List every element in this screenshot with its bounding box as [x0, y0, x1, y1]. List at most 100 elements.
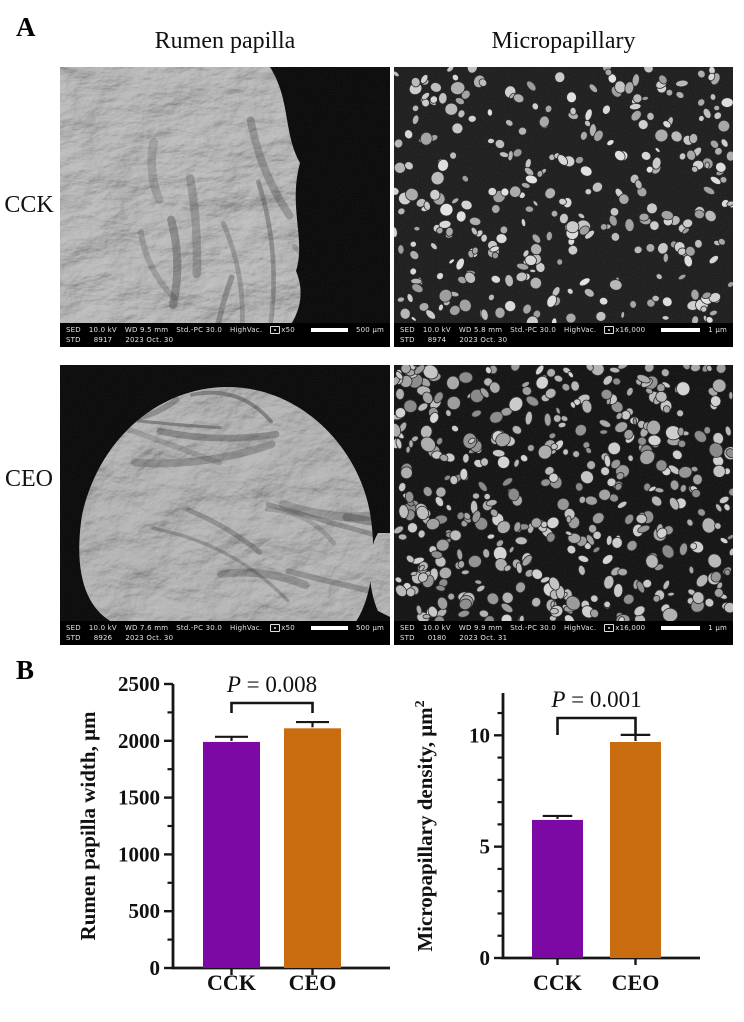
vacuum-label: HighVac. [229, 624, 263, 632]
detector-label: SED [400, 326, 415, 334]
bar-ceo [610, 741, 661, 958]
frame-number: 8974 [427, 336, 447, 344]
scale-bar [310, 626, 348, 630]
voltage-label: 10.0 kV [422, 326, 451, 334]
panel-b-label: B [16, 655, 35, 685]
frame-number: 8926 [93, 634, 113, 642]
scale-bar [661, 328, 701, 332]
camera-icon [270, 326, 281, 334]
y-axis-tick-label: 0 [150, 956, 161, 980]
significance-bracket [230, 701, 314, 713]
working-distance-label: WD 9.9 mm [458, 624, 503, 632]
sem-metadata-line1: SED 10.0 kV WD 7.6 mm Std.-PC 30.0 HighV… [66, 623, 384, 633]
sem-micrograph-art [60, 365, 390, 621]
working-distance-label: WD 9.5 mm [124, 326, 169, 334]
sem-metadata-line2: STD 8926 2023 Oct. 30 [66, 633, 384, 643]
working-distance-label: WD 5.8 mm [458, 326, 503, 334]
sem-grain-overlay [60, 67, 390, 323]
sem-metadata-bar: SED 10.0 kV WD 9.9 mm Std.-PC 30.0 HighV… [394, 621, 733, 645]
std-pc-label: Std.-PC 30.0 [510, 624, 556, 632]
voltage-label: 10.0 kV [422, 624, 451, 632]
p-value-label: P = 0.008 [226, 672, 317, 697]
scale-bar [661, 626, 701, 630]
y-axis-tick-label: 2500 [118, 672, 160, 696]
y-axis-tick-label: 1000 [118, 842, 160, 866]
std-pc-label: Std.-PC 30.0 [176, 624, 222, 632]
capture-date: 2023 Oct. 30 [459, 336, 508, 344]
column-header-rumen-papilla: Rumen papilla [154, 28, 296, 54]
y-axis-tick-label: 1500 [118, 786, 160, 810]
std-pc-label: Std.-PC 30.0 [176, 326, 222, 334]
sem-metadata-bar: SED 10.0 kV WD 5.8 mm Std.-PC 30.0 HighV… [394, 323, 733, 347]
column-header-micropapillary: Micropapillary [491, 28, 636, 54]
sem-metadata-line1: SED 10.0 kV WD 5.8 mm Std.-PC 30.0 HighV… [400, 325, 727, 335]
sem-image-ceo-rumen-papilla: SED 10.0 kV WD 7.6 mm Std.-PC 30.0 HighV… [60, 365, 390, 645]
frame-number: 0180 [427, 634, 447, 642]
vacuum-label: HighVac. [229, 326, 263, 334]
sem-micrograph-art [394, 67, 733, 323]
camera-icon [270, 624, 281, 632]
scale-bar-label: 1 μm [708, 326, 727, 334]
panel-a-label: A [16, 12, 36, 42]
scale-bar [310, 328, 348, 332]
scale-bar-label: 500 μm [355, 624, 384, 632]
bar-ceo [284, 728, 341, 968]
frame-number: 8917 [93, 336, 113, 344]
scale-bar-label: 1 μm [708, 624, 727, 632]
sem-micrograph-art [60, 67, 390, 323]
y-axis-tick-label: 10 [469, 723, 490, 747]
detector-label: SED [66, 326, 81, 334]
detector-label: SED [400, 624, 415, 632]
x-category-label: CEO [612, 970, 660, 995]
camera-icon [604, 326, 615, 334]
capture-date: 2023 Oct. 30 [125, 336, 174, 344]
row-header-ceo: CEO [5, 466, 53, 492]
p-value-label: P = 0.001 [550, 687, 641, 712]
magnification-label: x16,000 [615, 624, 646, 632]
sem-metadata-line2: STD 8917 2023 Oct. 30 [66, 335, 384, 345]
x-category-label: CEO [289, 970, 337, 995]
capture-date: 2023 Oct. 30 [125, 634, 174, 642]
sem-grain-overlay [60, 365, 390, 621]
magnification-label: x50 [281, 624, 295, 632]
sem-metadata-bar: SED 10.0 kV WD 9.5 mm Std.-PC 30.0 HighV… [60, 323, 390, 347]
sem-image-cck-rumen-papilla: SED 10.0 kV WD 9.5 mm Std.-PC 30.0 HighV… [60, 67, 390, 347]
y-axis-tick-label: 500 [129, 899, 161, 923]
row-header-cck: CCK [4, 192, 54, 218]
sem-metadata-line1: SED 10.0 kV WD 9.5 mm Std.-PC 30.0 HighV… [66, 325, 384, 335]
voltage-label: 10.0 kV [88, 624, 117, 632]
y-axis-tick-label: 0 [480, 946, 491, 970]
sem-grain-overlay [394, 67, 733, 323]
sem-metadata-bar: SED 10.0 kV WD 7.6 mm Std.-PC 30.0 HighV… [60, 621, 390, 645]
vacuum-label: HighVac. [563, 624, 597, 632]
std-label: STD [66, 634, 81, 642]
magnification-label: x16,000 [615, 326, 646, 334]
sem-metadata-line2: STD 0180 2023 Oct. 31 [400, 633, 727, 643]
std-label: STD [400, 634, 415, 642]
y-axis-tick-label: 5 [480, 835, 491, 859]
camera-icon [604, 624, 615, 632]
sem-metadata-line2: STD 8974 2023 Oct. 30 [400, 335, 727, 345]
sem-metadata-line1: SED 10.0 kV WD 9.9 mm Std.-PC 30.0 HighV… [400, 623, 727, 633]
capture-date: 2023 Oct. 31 [459, 634, 508, 642]
bar-cck [203, 741, 260, 968]
x-category-label: CCK [207, 970, 256, 995]
bar-cck [532, 819, 583, 958]
magnification-label: x50 [281, 326, 295, 334]
std-label: STD [66, 336, 81, 344]
sem-micrograph-art [394, 365, 733, 621]
y-axis-title: Micropapillary density, μm2 [413, 700, 437, 951]
sem-image-ceo-micropapillary: SED 10.0 kV WD 9.9 mm Std.-PC 30.0 HighV… [394, 365, 733, 645]
scale-bar-label: 500 μm [355, 326, 384, 334]
std-label: STD [400, 336, 415, 344]
vacuum-label: HighVac. [563, 326, 597, 334]
working-distance-label: WD 7.6 mm [124, 624, 169, 632]
y-axis-tick-label: 2000 [118, 729, 160, 753]
std-pc-label: Std.-PC 30.0 [510, 326, 556, 334]
x-category-label: CCK [533, 970, 582, 995]
sem-image-cck-micropapillary: SED 10.0 kV WD 5.8 mm Std.-PC 30.0 HighV… [394, 67, 733, 347]
voltage-label: 10.0 kV [88, 326, 117, 334]
bar-chart-micropapillary-density: 0 5 10 CCK CEO P = 0.001 Micropapillary densit… [413, 687, 700, 995]
significance-bracket [556, 716, 637, 735]
